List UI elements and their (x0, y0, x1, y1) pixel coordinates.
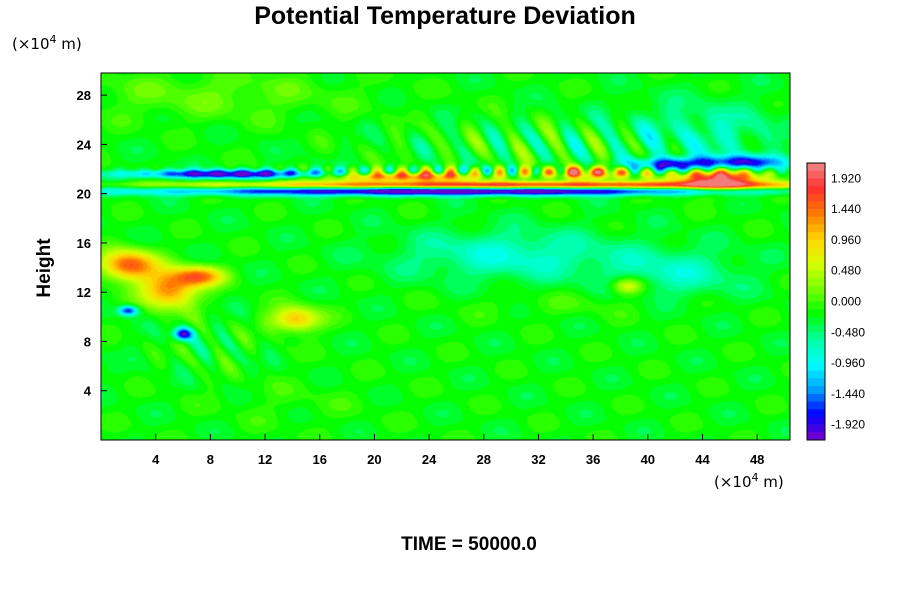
colorbar-swatch (807, 309, 825, 318)
y-axis-unit: (×104 m) (12, 33, 82, 53)
x-axis-ticks: 4 8 12 16 20 24 28 32 36 40 44 48 (152, 434, 764, 467)
colorbar-frame (806, 162, 826, 441)
x-tick-label: 40 (641, 452, 655, 467)
colorbar-swatch (807, 386, 825, 395)
chart-title: Potential Temperature Deviation (254, 2, 636, 30)
colorbar-swatch (807, 239, 825, 248)
colorbar-swatch (807, 255, 825, 264)
colorbar-swatch (807, 232, 825, 241)
colorbar-label: 0.000 (831, 295, 861, 309)
colorbar-swatch (807, 278, 825, 287)
x-tick-label: 16 (312, 452, 326, 467)
colorbar-swatch (807, 324, 825, 333)
x-axis-unit: (×104 m) (714, 471, 784, 491)
x-tick-label: 36 (586, 452, 600, 467)
colorbar-swatch (807, 209, 825, 218)
y-tick-label: 24 (77, 137, 92, 152)
colorbar-swatch (807, 347, 825, 356)
colorbar-swatch (807, 416, 825, 425)
colorbar-swatch (807, 224, 825, 233)
colorbar-swatch (807, 332, 825, 341)
time-label: TIME = 50000.0 (401, 534, 537, 555)
plot-frame (100, 72, 791, 441)
y-tick-label: 16 (77, 236, 91, 251)
colorbar-swatch (807, 263, 825, 272)
colorbar-swatch (807, 293, 825, 302)
colorbar-label: 0.960 (831, 233, 861, 247)
y-axis-label: Height (34, 238, 55, 298)
colorbar-swatch (807, 270, 825, 279)
colorbar-swatch (807, 163, 825, 171)
colorbar-swatch (807, 432, 825, 441)
colorbar-label: -0.960 (831, 356, 865, 370)
colorbar-swatch (807, 316, 825, 325)
x-tick-label: 12 (258, 452, 272, 467)
colorbar-swatch (807, 370, 825, 379)
colorbar-label: 1.920 (831, 171, 861, 185)
colorbar: 1.920 1.440 0.960 0.480 0.000 -0.480 -0.960 -1.… (806, 162, 865, 441)
colorbar-swatch (807, 378, 825, 387)
colorbar-swatch (807, 363, 825, 372)
colorbar-swatch (807, 339, 825, 348)
x-tick-label: 44 (695, 452, 710, 467)
colorbar-swatch (807, 201, 825, 210)
x-tick-label: 4 (152, 452, 160, 467)
colorbar-label: -1.440 (831, 387, 865, 401)
x-tick-label: 20 (367, 452, 381, 467)
colorbar-label: 0.480 (831, 264, 861, 278)
colorbar-swatch (807, 409, 825, 418)
colorbar-swatch (807, 247, 825, 256)
y-tick-label: 4 (84, 384, 92, 399)
colorbar-swatch (807, 355, 825, 364)
colorbar-label: -0.480 (831, 325, 865, 339)
y-tick-label: 12 (77, 285, 91, 300)
colorbar-swatch (807, 424, 825, 433)
colorbar-swatch (807, 170, 825, 179)
colorbar-swatch (807, 193, 825, 202)
colorbar-swatch (807, 301, 825, 310)
heatmap-field (101, 73, 790, 440)
y-tick-label: 28 (77, 88, 91, 103)
x-tick-label: 48 (750, 452, 764, 467)
colorbar-label: 1.440 (831, 202, 861, 216)
colorbar-label: -1.920 (831, 418, 865, 432)
y-tick-label: 8 (84, 334, 91, 349)
colorbar-swatch (807, 286, 825, 295)
colorbar-swatch (807, 186, 825, 195)
y-axis-ticks: 4 8 12 16 20 24 28 (77, 88, 107, 399)
colorbar-swatch (807, 393, 825, 402)
x-tick-label: 32 (531, 452, 545, 467)
y-tick-label: 20 (77, 187, 91, 202)
x-tick-label: 24 (422, 452, 437, 467)
x-tick-label: 8 (207, 452, 214, 467)
colorbar-swatch (807, 216, 825, 225)
colorbar-swatch (807, 178, 825, 187)
x-tick-label: 28 (477, 452, 491, 467)
colorbar-swatch (807, 401, 825, 410)
